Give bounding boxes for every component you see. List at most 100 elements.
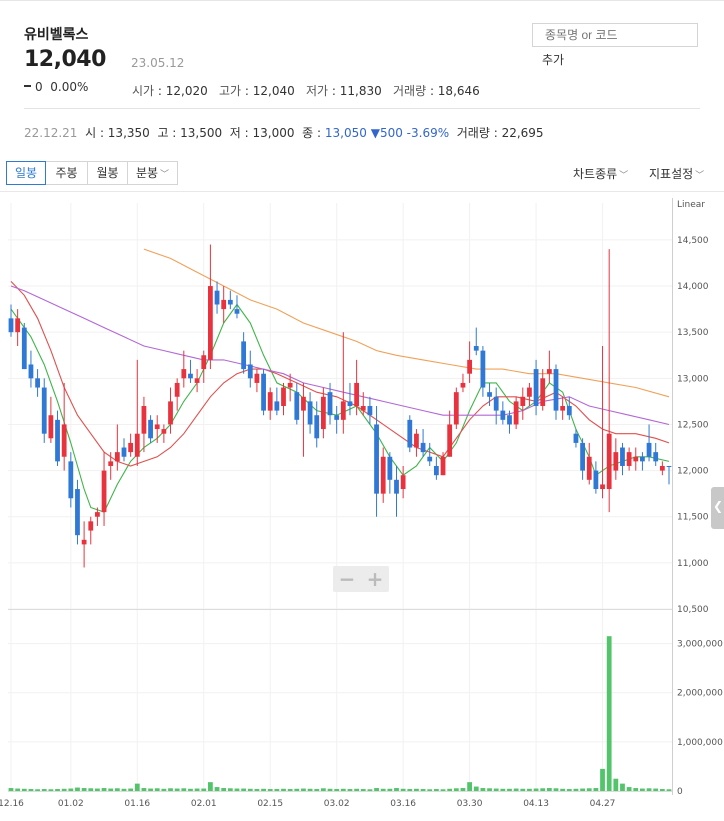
volume-bar — [141, 788, 147, 791]
volume-bars — [8, 636, 672, 791]
change-value: 0 — [35, 80, 43, 94]
candle-body — [314, 415, 320, 439]
chevron-down-icon: ﹀ — [695, 171, 705, 181]
volume-bar — [653, 788, 659, 791]
volume-bar — [447, 788, 453, 791]
volume-bar — [633, 788, 639, 791]
candle-body — [633, 456, 639, 462]
open-stat: 시가 : 12,020 — [132, 84, 208, 98]
volume-tick-label: 3,000,000 — [677, 640, 723, 650]
volume-bar — [8, 788, 14, 791]
volume-bar — [168, 788, 173, 791]
date-tick-label: 02.15 — [257, 799, 283, 809]
indicator-menu[interactable]: 지표설정 ﹀ — [649, 165, 704, 182]
candle-body — [586, 456, 592, 480]
volume-bar — [227, 788, 233, 791]
candle-body — [267, 392, 273, 411]
indicator-label: 지표설정 — [649, 167, 694, 181]
prev-low-label: 저 — [229, 126, 241, 140]
tab-daily[interactable]: 일봉 — [6, 161, 46, 185]
candle-body — [414, 433, 419, 448]
volume-bar — [327, 788, 333, 791]
candle-body — [427, 456, 433, 462]
candle-body — [88, 521, 94, 531]
candle-body — [600, 484, 605, 490]
candle-body — [241, 341, 247, 370]
moving-average-lines — [10, 248, 670, 513]
scale-label: Linear — [677, 200, 705, 210]
volume-bar — [307, 788, 313, 791]
volume-bar — [513, 788, 519, 791]
volume-bar — [593, 788, 599, 791]
candle-body — [320, 396, 326, 430]
candle-body — [227, 299, 233, 305]
volume-bar — [75, 787, 80, 791]
price-tick-label: 14,500 — [677, 236, 709, 246]
side-panel-toggle[interactable]: ❮ — [711, 487, 724, 529]
volume-bar — [95, 788, 100, 791]
low-value: 11,830 — [339, 84, 382, 98]
volume-bar — [81, 788, 87, 791]
tab-monthly[interactable]: 월봉 — [87, 161, 128, 185]
candle-body — [327, 392, 333, 416]
candle-body — [620, 447, 625, 466]
volume-bar — [161, 788, 167, 791]
chart-type-menu[interactable]: 차트종류 ﹀ — [573, 165, 628, 182]
candle-body — [114, 452, 120, 462]
volume-bar — [15, 788, 21, 791]
candle-body — [573, 433, 579, 443]
volume-bar — [380, 788, 386, 791]
candle-body — [134, 433, 140, 457]
add-button[interactable]: 추가 — [542, 53, 565, 67]
price-tick-label: 11,000 — [677, 559, 709, 569]
date-tick-label: 02.01 — [191, 799, 217, 809]
volume-bar — [440, 789, 446, 791]
volume-bar — [121, 788, 127, 791]
low-stat: 저가 : 11,830 — [306, 84, 382, 98]
zoom-out-button[interactable]: − — [338, 567, 356, 591]
tab-minute[interactable]: 분봉 ﹀ — [127, 161, 178, 185]
candle-body — [8, 318, 14, 333]
candle-body — [520, 396, 526, 406]
zoom-in-button[interactable]: + — [366, 567, 384, 591]
high-stat: 고가 : 12,040 — [219, 84, 295, 98]
chart-type-label: 차트종류 — [573, 167, 618, 181]
candle-body — [354, 382, 360, 406]
candle-body — [208, 286, 213, 360]
candle-body — [467, 359, 472, 374]
volume-bar — [480, 788, 486, 791]
prev-low: 13,000 — [252, 126, 295, 140]
volume-bar — [606, 636, 612, 791]
volume-bar — [55, 789, 60, 791]
volume-bar — [620, 783, 625, 791]
candle-body — [493, 396, 499, 411]
candle-body — [566, 406, 572, 416]
prev-volume: 22,695 — [501, 126, 544, 140]
candle-body — [507, 415, 512, 425]
price-tick-label: 13,500 — [677, 328, 709, 338]
candle-body — [334, 415, 340, 420]
open-label: 시가 — [132, 84, 155, 98]
volume-label: 거래량 — [393, 84, 427, 98]
search-input[interactable] — [532, 23, 698, 47]
chart-axes: Linear 14,500 14,000 13,500 13,000 12,500 12,0… — [0, 198, 723, 809]
candle-body — [460, 382, 466, 388]
volume-bar — [394, 788, 399, 791]
candle-body — [121, 447, 127, 457]
candlestick-chart[interactable]: Linear 14,500 14,000 13,500 13,000 12,500 12,0… — [0, 198, 724, 818]
volume-bar — [134, 783, 140, 791]
price-tick-label: 11,500 — [677, 513, 709, 523]
volume-bar — [48, 789, 54, 791]
candle-body — [340, 401, 346, 420]
candle-body — [15, 318, 21, 333]
candle-body — [646, 442, 652, 457]
prev-high-label: 고 — [157, 126, 169, 140]
moving-average-line — [10, 281, 670, 467]
candle-body — [201, 355, 207, 370]
tab-weekly[interactable]: 주봉 — [45, 161, 88, 185]
down-triangle-icon: ▼ — [370, 126, 380, 140]
volume-bar — [467, 782, 472, 791]
chevron-down-icon: ﹀ — [160, 170, 170, 180]
volume-bar — [659, 789, 665, 791]
volume-bar — [154, 788, 160, 791]
